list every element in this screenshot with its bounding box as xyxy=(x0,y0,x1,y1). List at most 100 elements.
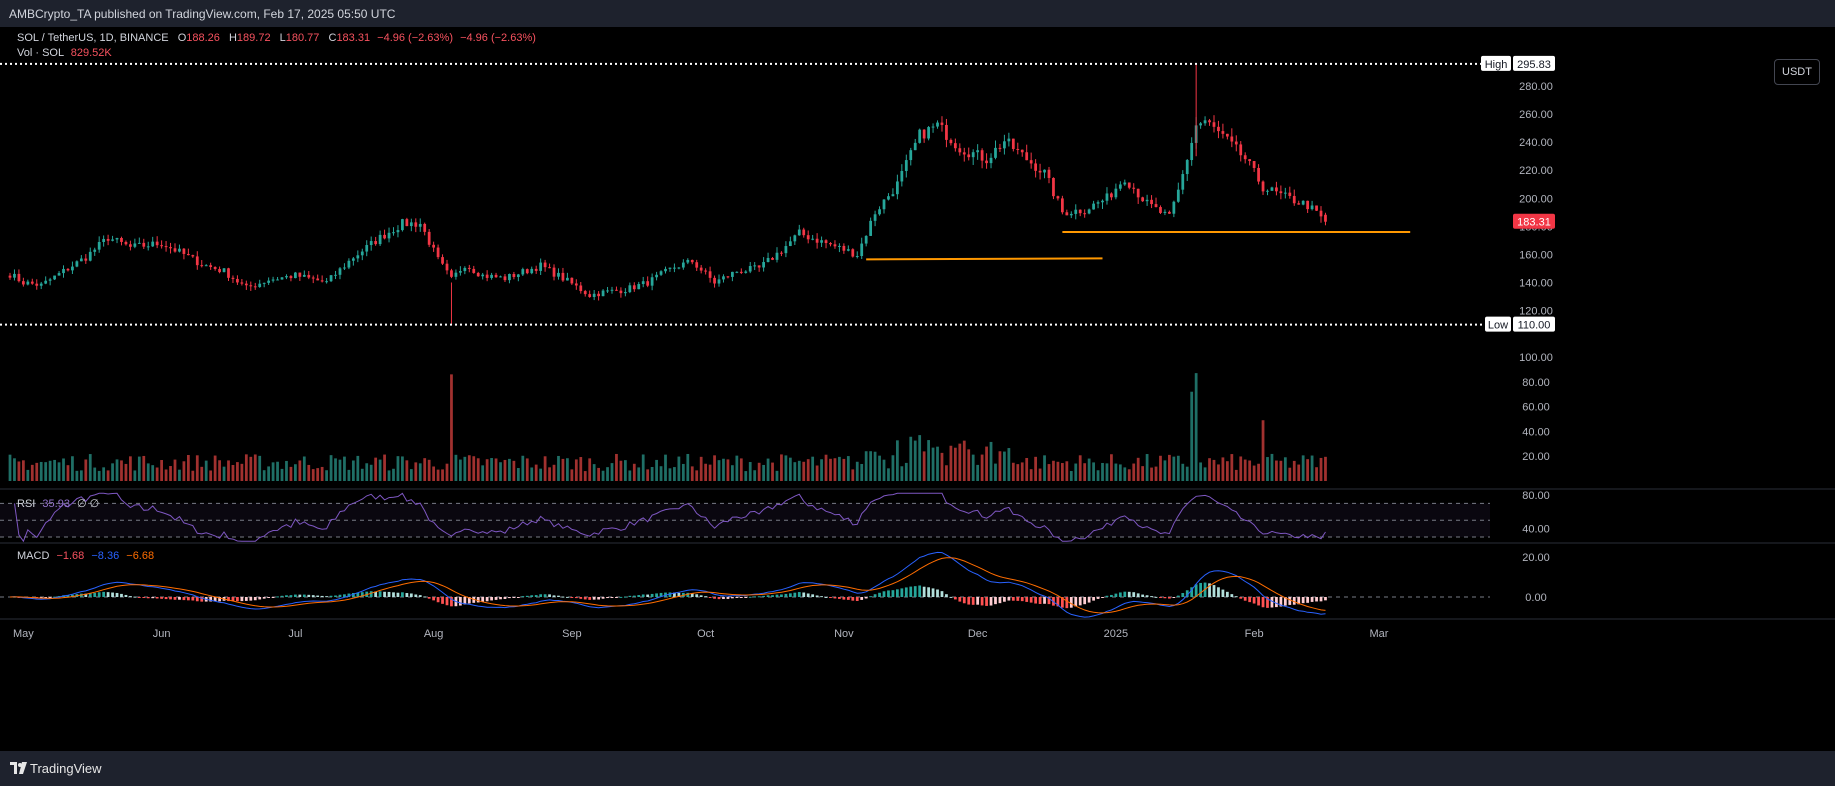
candle-body xyxy=(1123,182,1127,185)
macd-histogram-bar xyxy=(351,592,355,597)
volume-bar xyxy=(271,462,275,481)
volume-bar xyxy=(1065,461,1069,481)
volume-bar xyxy=(668,468,672,481)
volume-bar xyxy=(958,443,962,481)
candle-body xyxy=(1199,123,1202,126)
volume-bar xyxy=(985,446,988,481)
candle-body xyxy=(1127,182,1131,188)
macd-histogram-bar xyxy=(1136,593,1140,597)
candle-body xyxy=(525,269,529,274)
volume-bar xyxy=(860,463,864,481)
candle-body xyxy=(276,279,279,281)
candle-body xyxy=(860,243,864,257)
macd-histogram-bar xyxy=(343,594,346,597)
macd-histogram-bar xyxy=(588,597,592,600)
candle-body xyxy=(146,246,150,248)
candle-body xyxy=(1105,193,1109,201)
candle-body xyxy=(298,272,302,277)
macd-histogram-bar xyxy=(178,597,181,600)
macd-histogram-bar xyxy=(1029,597,1033,603)
volume-bar xyxy=(1159,455,1162,481)
volume-bar xyxy=(695,470,699,481)
macd-histogram-bar xyxy=(1257,597,1260,606)
candle-body xyxy=(891,194,895,197)
macd-signal-line xyxy=(9,557,1326,614)
volume-bar xyxy=(1221,457,1225,481)
volume-bar xyxy=(436,469,440,481)
candle-body xyxy=(445,263,449,271)
volume-bar xyxy=(378,459,382,481)
volume-bar xyxy=(762,464,765,481)
macd-histogram-bar xyxy=(829,597,832,598)
macd-histogram-bar xyxy=(1123,591,1127,597)
chart-area[interactable]: 120.00140.00160.00180.00200.00220.00240.… xyxy=(0,27,1835,751)
volume-bar xyxy=(1105,463,1109,481)
macd-histogram-bar xyxy=(476,597,480,603)
macd-histogram-bar xyxy=(735,597,739,598)
volume-bar xyxy=(178,469,181,481)
macd-histogram-bar xyxy=(302,594,306,597)
macd-histogram-bar xyxy=(267,597,271,598)
candle-body xyxy=(811,238,815,240)
macd-histogram-bar xyxy=(427,597,431,599)
time-tick-label: Nov xyxy=(834,628,854,640)
macd-histogram-bar xyxy=(998,597,1002,604)
macd-signal-value: −6.68 xyxy=(126,550,155,562)
volume-bar xyxy=(222,466,226,481)
volume-bar xyxy=(476,458,480,481)
macd-histogram-bar xyxy=(637,595,641,597)
volume-bar xyxy=(347,469,351,481)
volume-bar xyxy=(1301,455,1305,481)
macd-histogram-bar xyxy=(66,595,70,597)
volume-bar xyxy=(592,464,596,481)
candle-body xyxy=(1270,187,1274,191)
macd-histogram-bar xyxy=(927,587,930,597)
candle-body xyxy=(1145,199,1149,202)
volume-tick-label: 100.00 xyxy=(1519,352,1553,364)
candle-body xyxy=(1315,205,1318,211)
volume-bar xyxy=(311,469,315,481)
volume-bar xyxy=(1257,463,1260,481)
volume-bar xyxy=(329,455,333,481)
candle-body xyxy=(115,238,119,240)
candle-body xyxy=(855,256,859,258)
volume-bar xyxy=(1114,463,1118,481)
volume-bar xyxy=(927,440,930,481)
candle-body xyxy=(1252,161,1256,168)
macd-histogram-bar xyxy=(543,594,547,597)
price-chart-svg[interactable]: 120.00140.00160.00180.00200.00220.00240.… xyxy=(0,27,1835,751)
volume-bar xyxy=(88,454,92,481)
volume-bar xyxy=(833,458,837,481)
macd-histogram-bar xyxy=(97,592,101,597)
candle-body xyxy=(351,258,355,261)
volume-label: Vol · SOL xyxy=(17,47,64,59)
volume-bar xyxy=(722,458,725,481)
volume-bar xyxy=(360,468,364,481)
volume-bar xyxy=(1123,467,1127,481)
volume-bar xyxy=(641,454,645,481)
volume-bar xyxy=(708,464,712,481)
candle-body xyxy=(227,268,230,278)
volume-bar xyxy=(1324,456,1327,481)
macd-histogram-bar xyxy=(690,593,694,597)
macd-histogram-bar xyxy=(44,597,48,598)
candle-body xyxy=(485,274,489,278)
volume-bar xyxy=(1181,463,1185,481)
macd-histogram-bar xyxy=(320,595,324,597)
volume-bar xyxy=(35,462,39,481)
volume-bar xyxy=(1283,457,1287,481)
macd-histogram-bar xyxy=(414,594,418,597)
candle-body xyxy=(213,266,217,270)
candle-body xyxy=(1118,184,1122,189)
macd-histogram-bar xyxy=(276,596,279,598)
macd-histogram-bar xyxy=(450,597,453,607)
volume-bar xyxy=(1150,467,1153,481)
candle-body xyxy=(1324,214,1327,222)
volume-bar xyxy=(253,454,257,481)
volume-bar xyxy=(534,464,538,481)
macd-histogram-bar xyxy=(815,595,819,597)
candle-body xyxy=(44,280,48,284)
candle-body xyxy=(347,260,351,268)
volume-bar xyxy=(142,455,146,481)
currency-button[interactable]: USDT xyxy=(1774,59,1820,85)
